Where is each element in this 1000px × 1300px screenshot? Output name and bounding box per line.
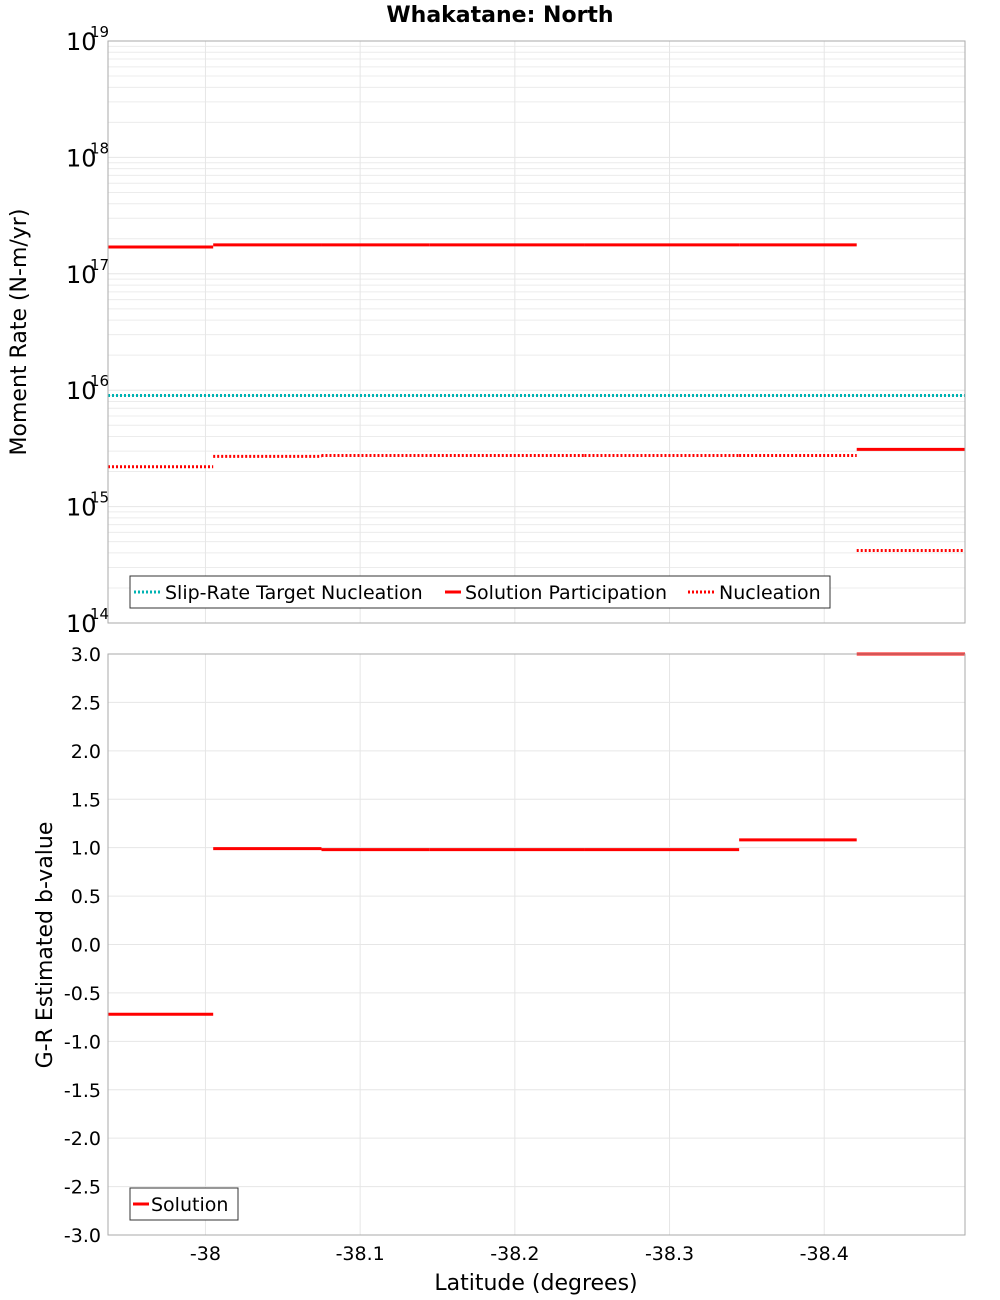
b-value-y-tick-label: 2.5 [71,692,101,714]
x-tick-label: -38.2 [490,1243,539,1265]
b-value-y-tick-label: -3.0 [64,1225,101,1247]
b-value-y-tick-label: -1.0 [64,1031,101,1053]
b-value-grid [108,653,965,1236]
x-tick-label: -38.3 [645,1243,694,1265]
chart-title: Whakatane: North [386,3,613,28]
b-value-panel: 3.0 2.5 2.0 1.5 1.0 0.5 0.0 -0.5 -1.0 -1.5 -2.0 -2.… [33,644,966,1247]
legend-nucleation-label: Nucleation [719,582,821,604]
b-value-y-tick-label: -0.5 [64,983,101,1005]
y-tick-exponent: 17 [90,256,109,274]
b-value-y-ticks: 3.0 2.5 2.0 1.5 1.0 0.5 0.0 -0.5 -1.0 -1.5 -2.0 -2.… [64,644,101,1247]
legend-target-nucleation-label: Slip-Rate Target Nucleation [165,582,423,604]
b-value-y-axis-label: G-R Estimated b-value [33,822,58,1069]
y-tick-base: 10 [66,261,97,289]
moment-rate-plot-area [108,41,965,623]
b-value-y-tick-label: 2.0 [71,741,101,763]
legend-solution-label: Solution [151,1194,228,1216]
x-tick-label: -38.1 [336,1243,385,1265]
y-tick-base: 10 [66,494,97,522]
y-tick-exponent: 18 [90,139,109,157]
b-value-legend-box [129,1187,239,1221]
x-tick-label: -38.4 [800,1243,849,1265]
y-tick-base: 10 [66,28,97,56]
y-tick-base: 10 [66,610,97,638]
y-tick-base: 10 [66,144,97,172]
y-tick-exponent: 16 [90,372,109,390]
moment-rate-grid [108,40,965,624]
moment-rate-plot-frame [107,40,966,624]
b-value-series [108,652,965,1016]
legend-solution-participation-label: Solution Participation [465,582,667,604]
y-tick-base: 10 [66,377,97,405]
b-value-y-tick-label: -1.5 [64,1080,101,1102]
b-value-legend: Solution [129,1187,239,1221]
b-value-y-tick-label: -2.0 [64,1128,101,1150]
y-tick-exponent: 19 [90,23,109,41]
moment-rate-y-axis-label: Moment Rate (N-m/yr) [7,209,32,456]
b-value-y-tick-label: 0.0 [71,935,101,957]
b-value-y-tick-label: 0.5 [71,886,101,908]
moment-rate-legend: Slip-Rate Target Nucleation Solution Par… [129,575,831,609]
y-tick-exponent: 14 [90,605,109,623]
b-value-plot-frame [107,653,966,1236]
b-value-y-tick-label: 1.0 [71,838,101,860]
b-value-y-tick-label: -2.5 [64,1177,101,1199]
b-value-y-tick-label: 1.5 [71,789,101,811]
y-tick-exponent: 15 [90,489,109,507]
x-tick-label: -38 [190,1243,221,1265]
b-value-y-tick-label: 3.0 [71,644,101,666]
x-axis-label: Latitude (degrees) [434,1271,637,1296]
moment-rate-series [108,243,965,552]
x-axis-ticks: -38 -38.1 -38.2 -38.3 -38.4 [190,1243,849,1265]
